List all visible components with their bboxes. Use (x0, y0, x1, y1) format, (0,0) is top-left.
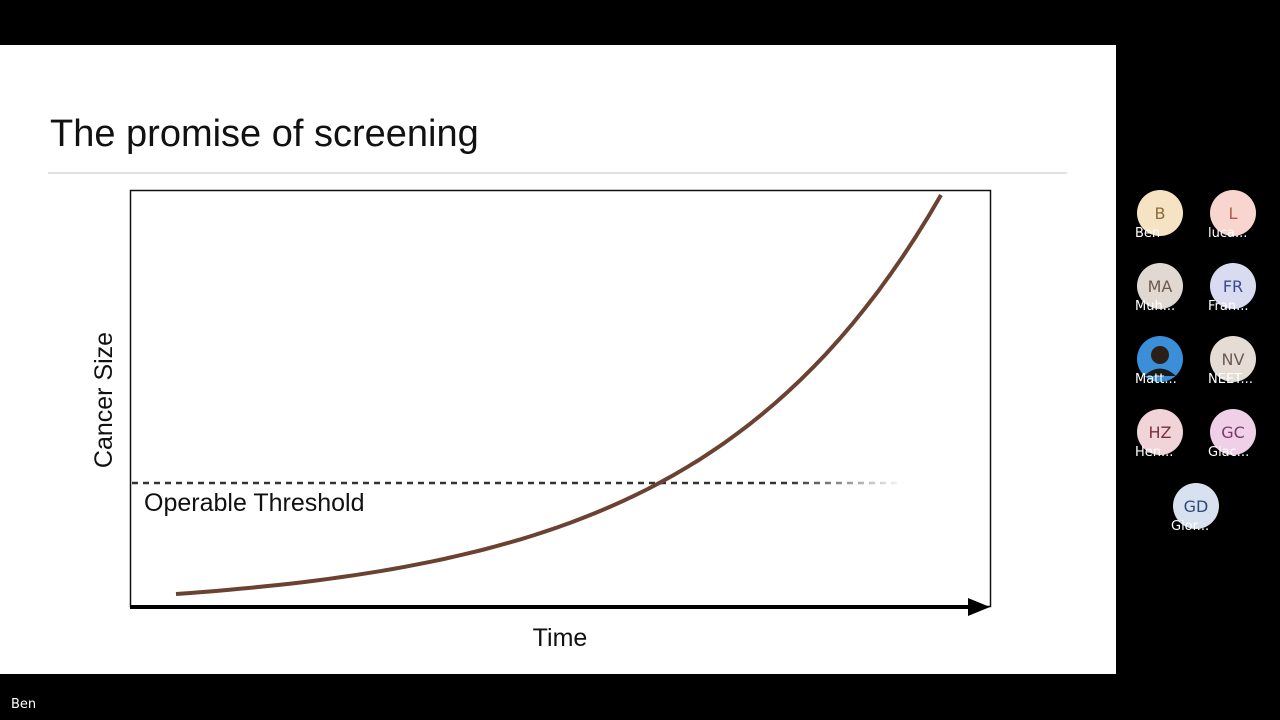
participant-name: Muh... (1135, 299, 1175, 314)
participant-tile[interactable]: Lluca... (1208, 190, 1256, 241)
avatar-initials: FR (1223, 277, 1243, 296)
participant-name: luca... (1208, 226, 1247, 241)
participant-tile[interactable]: Matt... (1135, 336, 1183, 387)
participant-name: Giac... (1208, 445, 1249, 460)
participant-name: Fran... (1208, 299, 1248, 314)
participant-tile[interactable]: B Ben (1135, 190, 1183, 241)
participant-name: Ben (1135, 226, 1160, 241)
avatar-initials: MA (1148, 277, 1173, 296)
participant-tile[interactable]: MA Muh... (1135, 263, 1183, 314)
participant-name: NEET... (1208, 372, 1253, 387)
avatar (1210, 409, 1256, 455)
x-axis-label: Time (533, 624, 588, 652)
avatar-initials: L (1229, 204, 1238, 223)
slide (0, 45, 1116, 674)
participant-tile[interactable]: GC Giac... (1208, 409, 1256, 460)
growth-curve (175, 193, 943, 596)
participant-tile[interactable]: HZ Hen... (1135, 409, 1183, 460)
avatar (1173, 483, 1219, 529)
shared-slide: The promise of screening Operable Thresh… (0, 45, 1116, 674)
participant-name: Gior... (1171, 519, 1209, 534)
avatar-initials: GC (1221, 423, 1245, 442)
avatar-photo-head (1151, 346, 1169, 364)
avatar (1137, 409, 1183, 455)
slide-title: The promise of screening (50, 113, 479, 155)
participant-tile[interactable]: GD Gior... (1171, 483, 1219, 534)
avatar-initials: NV (1222, 350, 1245, 369)
y-axis-label: Cancer Size (90, 332, 118, 468)
participant-name: Matt... (1135, 372, 1177, 387)
avatar-photo-body (1144, 368, 1176, 376)
presenter-name: Ben (11, 697, 36, 712)
participant-tile[interactable]: NV NEET... (1208, 336, 1256, 387)
avatar (1137, 263, 1183, 309)
avatar-initials: HZ (1149, 423, 1172, 442)
avatar-initials: B (1155, 204, 1166, 223)
avatar-initials: GD (1184, 497, 1209, 516)
avatar (1210, 190, 1256, 236)
avatar (1137, 190, 1183, 236)
axis-arrow (968, 598, 990, 616)
avatar (1210, 263, 1256, 309)
threshold-label: Operable Threshold (144, 489, 365, 517)
participant-tile[interactable]: FR Fran... (1208, 263, 1256, 314)
avatar (1210, 336, 1256, 382)
participant-name: Hen... (1135, 445, 1173, 460)
